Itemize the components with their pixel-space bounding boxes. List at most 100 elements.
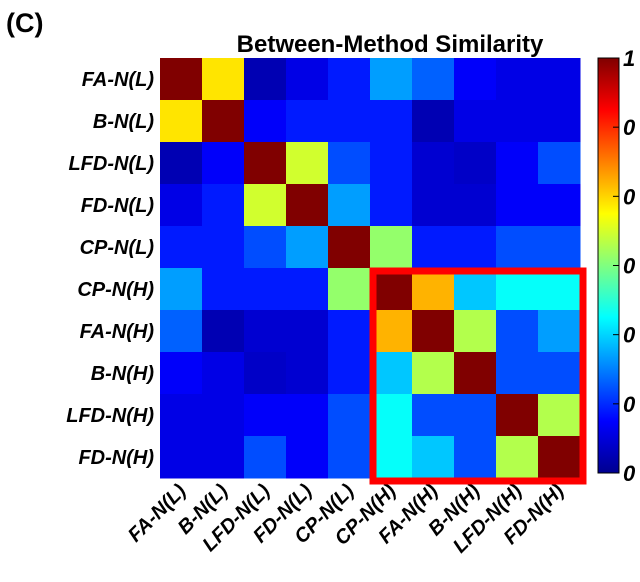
heatmap-cell (244, 142, 287, 185)
heatmap-cell (202, 436, 245, 479)
heatmap-cell (328, 100, 371, 143)
colorbar-tick-label: 0 (623, 323, 636, 348)
colorbar-tick-label: 0 (623, 254, 636, 279)
heatmap-cell (412, 352, 455, 395)
heatmap-cell (496, 142, 539, 185)
heatmap-cell (370, 226, 413, 269)
colorbar-tick-label: 0 (623, 184, 636, 209)
heatmap-cell (328, 142, 371, 185)
heatmap-cell (454, 268, 497, 311)
row-label: FD-N(L) (81, 195, 155, 217)
heatmap-cell (160, 352, 203, 395)
heatmap-cell (538, 394, 581, 437)
heatmap-cell (370, 268, 413, 311)
heatmap-cell (244, 352, 287, 395)
heatmap-cell (370, 58, 413, 101)
colorbar-ticks: 1 0 0 0 0 0 0 (613, 46, 636, 486)
heatmap-cell (412, 184, 455, 227)
heatmap-cell (160, 394, 203, 437)
heatmap-cell (370, 100, 413, 143)
row-label: FA-N(L) (82, 69, 155, 91)
heatmap-cell (496, 352, 539, 395)
heatmap-cell (160, 100, 203, 143)
heatmap-cell (286, 310, 329, 353)
heatmap-cell (454, 184, 497, 227)
heatmap-cell (538, 184, 581, 227)
heatmap-cell (496, 184, 539, 227)
heatmap-cell (454, 226, 497, 269)
heatmap-cell (328, 394, 371, 437)
heatmap-cell (202, 226, 245, 269)
heatmap-cell (202, 394, 245, 437)
heatmap-cell (286, 436, 329, 479)
heatmap-cell (370, 142, 413, 185)
row-label: CP-N(H) (77, 279, 154, 301)
heatmap-cell (286, 184, 329, 227)
heatmap-cell (538, 100, 581, 143)
heatmap-cell (202, 352, 245, 395)
row-label: FD-N(H) (78, 447, 154, 469)
heatmap-cells (160, 58, 581, 479)
heatmap-cell (370, 352, 413, 395)
heatmap-cell (496, 394, 539, 437)
heatmap-cell (328, 226, 371, 269)
chart-title: Between-Method Similarity (237, 31, 544, 58)
heatmap-cell (496, 58, 539, 101)
heatmap-cell (202, 142, 245, 185)
heatmap-cell (454, 436, 497, 479)
heatmap-cell (328, 436, 371, 479)
heatmap-cell (496, 268, 539, 311)
heatmap-cell (370, 394, 413, 437)
heatmap-cell (412, 142, 455, 185)
heatmap-cell (202, 184, 245, 227)
heatmap-cell (496, 436, 539, 479)
colorbar-tick-label: 1 (623, 46, 635, 71)
heatmap-cell (538, 142, 581, 185)
heatmap-cell (328, 352, 371, 395)
colorbar-tick-label: 0 (623, 461, 636, 486)
heatmap-cell (496, 100, 539, 143)
heatmap-cell (538, 268, 581, 311)
colorbar-tick-label: 0 (623, 115, 636, 140)
heatmap-cell (160, 226, 203, 269)
heatmap-cell (496, 310, 539, 353)
heatmap-cell (286, 100, 329, 143)
row-label: B-N(L) (93, 111, 154, 133)
heatmap-cell (412, 436, 455, 479)
heatmap-cell (454, 100, 497, 143)
heatmap-cell (538, 352, 581, 395)
heatmap-cell (454, 310, 497, 353)
heatmap-cell (328, 268, 371, 311)
heatmap-cell (244, 226, 287, 269)
heatmap-cell (286, 394, 329, 437)
heatmap-cell (538, 58, 581, 101)
heatmap-cell (538, 436, 581, 479)
heatmap-cell (454, 352, 497, 395)
heatmap-cell (328, 310, 371, 353)
heatmap-cell (370, 436, 413, 479)
panel-label: (C) (6, 8, 43, 38)
row-label: B-N(H) (91, 363, 155, 385)
heatmap-cell (538, 310, 581, 353)
heatmap-cell (244, 310, 287, 353)
heatmap-cell (202, 268, 245, 311)
heatmap-cell (160, 268, 203, 311)
column-label: FA-N(L) (124, 480, 191, 547)
heatmap-cell (454, 142, 497, 185)
heatmap-cell (370, 310, 413, 353)
heatmap-cell (328, 184, 371, 227)
heatmap-cell (244, 184, 287, 227)
heatmap-cell (538, 226, 581, 269)
heatmap-cell (286, 268, 329, 311)
heatmap-cell (202, 100, 245, 143)
row-label: LFD-N(H) (66, 405, 154, 427)
heatmap-cell (244, 58, 287, 101)
row-label: LFD-N(L) (68, 153, 154, 175)
heatmap-cell (454, 58, 497, 101)
heatmap-cell (160, 310, 203, 353)
heatmap-cell (160, 142, 203, 185)
heatmap-cell (412, 100, 455, 143)
heatmap-cell (244, 394, 287, 437)
colorbar-tick-label: 0 (623, 392, 636, 417)
